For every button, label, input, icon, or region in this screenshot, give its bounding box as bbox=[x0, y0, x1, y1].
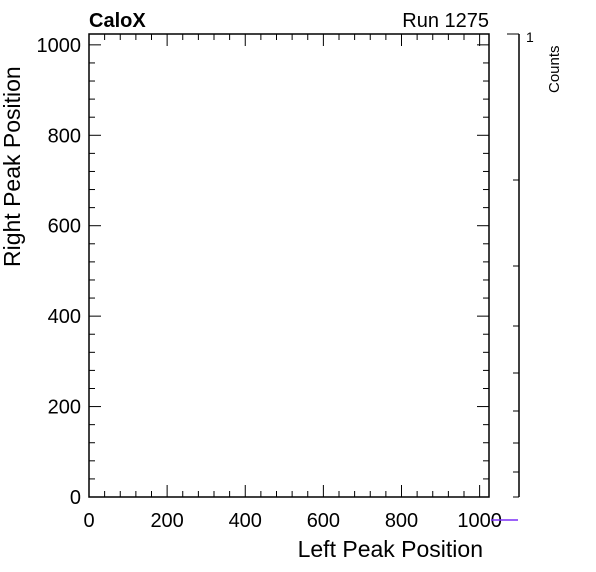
colorbar-ticks bbox=[507, 33, 519, 498]
run-label: Run 1275 bbox=[402, 10, 489, 32]
y-tick-label: 800 bbox=[48, 125, 81, 147]
y-tick-label: 400 bbox=[48, 306, 81, 328]
x-tick-label: 200 bbox=[150, 510, 183, 532]
y-axis-ticks bbox=[89, 44, 489, 498]
y-tick-label: 200 bbox=[48, 397, 81, 419]
x-tick-label: 600 bbox=[307, 510, 340, 532]
y-tick-label: 0 bbox=[70, 487, 81, 509]
colorbar-max-label: 1 bbox=[526, 29, 534, 45]
colorbar-title: Counts bbox=[546, 45, 563, 93]
y-tick-label: 1000 bbox=[37, 35, 82, 57]
x-tick-label: 1000 bbox=[457, 510, 502, 532]
y-axis-tick-labels: 0 200 400 600 800 1000 bbox=[37, 35, 82, 509]
x-tick-label: 800 bbox=[385, 510, 418, 532]
y-axis-title: Right Peak Position bbox=[0, 66, 25, 267]
x-axis-title: Left Peak Position bbox=[298, 536, 483, 562]
x-tick-label: 400 bbox=[229, 510, 262, 532]
y-tick-label: 600 bbox=[48, 216, 81, 238]
x-tick-label: 0 bbox=[83, 510, 94, 532]
x-axis-ticks bbox=[88, 34, 481, 497]
plot-frame bbox=[88, 33, 490, 498]
experiment-label: CaloX bbox=[89, 10, 146, 32]
x-axis-tick-labels: 0 200 400 600 800 1000 bbox=[83, 510, 501, 532]
